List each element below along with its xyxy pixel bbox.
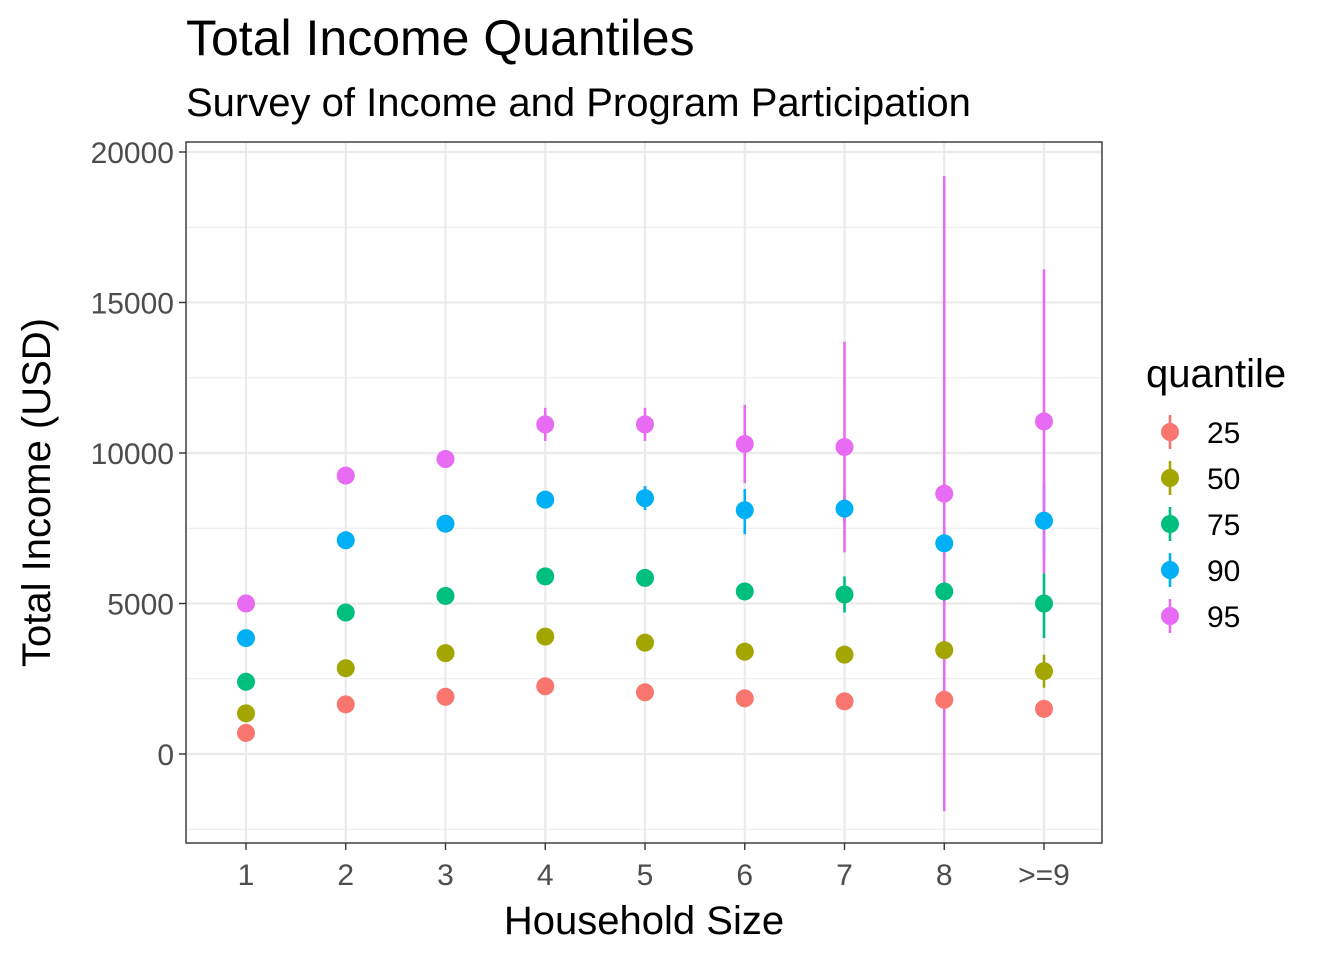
- point-q50-5: [735, 642, 754, 661]
- point-q90-6: [835, 499, 854, 518]
- point-q75-0: [237, 672, 255, 691]
- point-q25-4: [636, 683, 654, 702]
- y-tick-label-1: 5000: [107, 589, 174, 622]
- data-points: [237, 412, 1053, 742]
- point-q25-5: [735, 689, 754, 708]
- point-q90-4: [636, 489, 654, 508]
- point-q90-3: [536, 490, 555, 509]
- point-q75-2: [436, 586, 455, 605]
- point-q95-6: [835, 437, 854, 456]
- legend-key-point-75: [1161, 515, 1179, 533]
- x-axis-title: Household Size: [504, 899, 784, 943]
- point-q25-2: [436, 687, 455, 706]
- y-tick-label-0: 0: [157, 739, 174, 772]
- legend-label-25: 25: [1207, 417, 1240, 450]
- legend-key-point-90: [1161, 561, 1179, 579]
- x-tick-label-5: 6: [736, 859, 753, 892]
- y-tick-label-4: 20000: [91, 137, 174, 170]
- legend-item-25: 25: [1161, 415, 1240, 450]
- chart-subtitle: Survey of Income and Program Participati…: [186, 81, 971, 125]
- point-q90-5: [735, 501, 754, 520]
- y-axis: 0 5000 10000 15000 20000: [91, 137, 186, 772]
- point-q50-6: [835, 645, 854, 664]
- point-q25-3: [536, 677, 555, 696]
- chart-title: Total Income Quantiles: [186, 10, 695, 66]
- point-q50-8: [1035, 662, 1053, 681]
- point-q25-6: [835, 692, 854, 711]
- point-q95-2: [436, 450, 455, 469]
- point-q90-0: [237, 629, 255, 648]
- point-q75-5: [735, 582, 754, 601]
- point-q95-1: [336, 466, 355, 485]
- legend-item-95: 95: [1161, 599, 1240, 634]
- x-axis: 1 2 3 4 5 6 7 8 >=9: [238, 843, 1070, 892]
- x-tick-label-6: 7: [836, 859, 853, 892]
- legend-label-90: 90: [1207, 555, 1240, 588]
- legend-key-point-25: [1161, 423, 1179, 441]
- point-q50-1: [336, 659, 355, 678]
- legend-item-75: 75: [1161, 507, 1240, 542]
- point-q50-0: [237, 704, 255, 723]
- point-q95-8: [1035, 412, 1053, 431]
- legend-key-point-50: [1161, 469, 1179, 487]
- point-q90-2: [436, 514, 455, 533]
- point-q95-7: [935, 484, 954, 503]
- point-q25-0: [237, 723, 255, 742]
- point-q25-1: [336, 695, 355, 714]
- legend-item-90: 90: [1161, 553, 1240, 588]
- point-q75-3: [536, 567, 555, 586]
- point-q75-7: [935, 582, 954, 601]
- legend-title: quantile: [1146, 352, 1286, 396]
- legend: quantile 25 50 75 90 95: [1146, 352, 1286, 634]
- point-q50-4: [636, 633, 654, 652]
- point-q50-2: [436, 644, 455, 663]
- legend-label-95: 95: [1207, 601, 1240, 634]
- point-q75-4: [636, 568, 654, 587]
- legend-label-50: 50: [1207, 463, 1240, 496]
- point-q95-0: [237, 594, 255, 613]
- point-q90-1: [336, 531, 355, 550]
- x-tick-label-2: 3: [437, 859, 454, 892]
- point-q90-8: [1035, 511, 1053, 530]
- legend-key-point-95: [1161, 607, 1179, 625]
- legend-label-75: 75: [1207, 509, 1240, 542]
- x-tick-label-4: 5: [637, 859, 654, 892]
- point-q50-7: [935, 641, 954, 660]
- point-q90-7: [935, 534, 954, 553]
- legend-item-50: 50: [1161, 461, 1240, 496]
- point-q75-8: [1035, 594, 1053, 613]
- point-q95-3: [536, 415, 555, 434]
- y-tick-label-2: 10000: [91, 438, 174, 471]
- x-tick-label-0: 1: [238, 859, 255, 892]
- panel-border: [185, 141, 1103, 844]
- x-tick-label-3: 4: [537, 859, 554, 892]
- point-q25-7: [935, 690, 954, 709]
- point-q25-8: [1035, 699, 1053, 718]
- point-q95-4: [636, 415, 654, 434]
- point-q75-6: [835, 585, 854, 604]
- x-tick-label-1: 2: [337, 859, 354, 892]
- point-q95-5: [735, 434, 754, 453]
- y-tick-label-3: 15000: [91, 288, 174, 321]
- x-tick-label-7: 8: [936, 859, 953, 892]
- point-q50-3: [536, 627, 555, 646]
- x-tick-label-8: >=9: [1018, 859, 1070, 892]
- y-axis-title: Total Income (USD): [15, 318, 59, 667]
- point-q75-1: [336, 603, 355, 622]
